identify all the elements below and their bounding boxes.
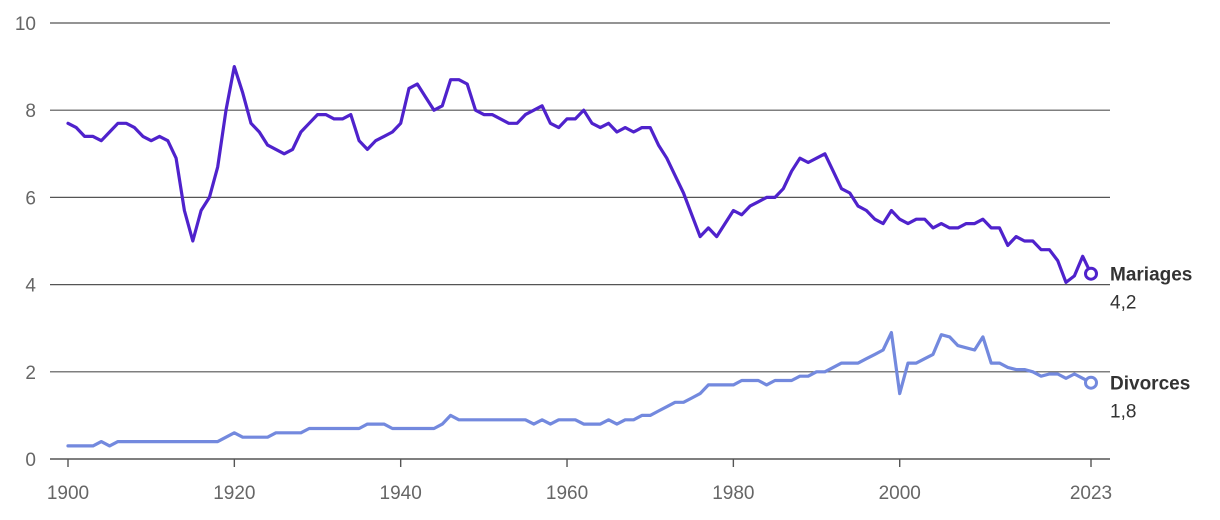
x-tick-label-2023: 2023 [1070,483,1112,504]
y-axis-tick-labels: 0 2 4 6 8 10 [15,14,37,471]
y-tick-label-2: 2 [25,363,36,384]
y-tick-label-0: 0 [25,450,36,471]
x-axis-tick-labels: 1900 1920 1940 1960 1980 2000 2023 [47,459,1112,504]
series-end-value-divorces: 1,8 [1110,402,1136,423]
series-name-mariages: Mariages [1110,265,1192,286]
y-tick-label-4: 4 [25,276,36,297]
series-end-marker-mariages [1084,266,1098,281]
series-name-divorces: Divorces [1110,374,1190,395]
series-line-mariages [66,65,1093,284]
x-tick-label-1980: 1980 [712,483,754,504]
y-tick-label-10: 10 [15,14,36,35]
x-tick-label-1940: 1940 [380,483,422,504]
x-tick-label-1920: 1920 [213,483,255,504]
x-tick-label-1900: 1900 [47,483,89,504]
x-tick-label-1960: 1960 [546,483,588,504]
series-end-marker-divorces [1084,375,1098,390]
series-end-value-mariages: 4,2 [1110,293,1136,314]
series-end-labels: Mariages 4,2 Divorces 1,8 [1084,265,1192,423]
y-tick-label-8: 8 [25,101,36,122]
series-line-divorces [66,331,1093,448]
series-lines [66,65,1093,448]
x-tick-label-2000: 2000 [879,483,921,504]
y-tick-label-6: 6 [25,188,36,209]
